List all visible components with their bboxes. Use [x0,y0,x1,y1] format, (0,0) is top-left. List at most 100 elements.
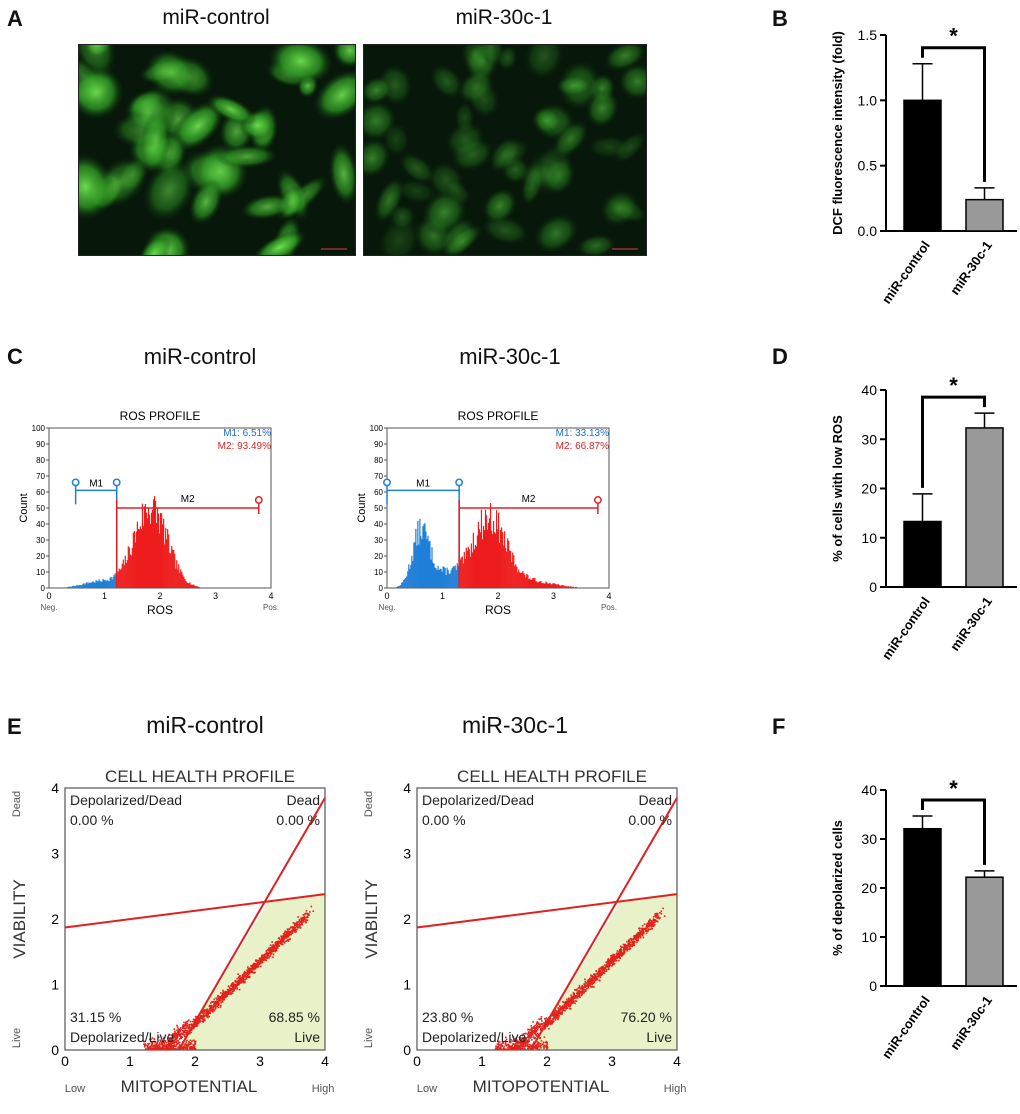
histogram-bin [476,535,479,588]
histogram-bin [195,585,197,588]
cell-event [552,1015,555,1017]
cell-event [509,1041,512,1044]
cell-event [185,1024,187,1027]
cell-event [632,938,634,940]
cell-event [290,933,292,936]
histogram-bin [457,565,459,588]
histogram-plot-title: ROS PROFILE [120,409,201,423]
histogram-bin [166,539,168,588]
cell-blob [555,74,593,97]
cell-event [605,970,608,972]
cell-event [522,1045,524,1047]
cell-event [497,1044,500,1047]
histogram-bin [412,561,414,588]
cell-event [173,1028,176,1030]
histogram-bin [530,580,532,588]
bar-chart-low-ros: % of cells with low ROS010203040miR-cont… [830,373,1017,662]
cell-event [530,1025,532,1027]
y-tick-label: 4 [403,780,411,796]
cell-event [175,1043,178,1046]
cell-event [213,1001,216,1003]
cell-event [174,1041,177,1043]
cell-event [282,935,284,937]
quadrant-tl-value: 0.00 % [422,812,466,828]
quadrant-bl-name: Depolarized/Live [422,1029,526,1045]
histogram-bin [88,582,90,588]
cell-event [629,938,632,940]
cell-event [241,976,244,978]
histogram-bin [454,565,456,588]
histogram-bin [71,586,73,588]
histogram-bin [519,572,521,588]
cell-event [642,929,644,931]
cell-event [499,1048,501,1051]
histogram-bin [401,582,403,588]
histogram-bin [164,544,166,588]
cell-event [559,1007,562,1009]
cell-event [546,1025,548,1027]
cell-event [575,995,578,997]
y-tick-label: 50 [36,504,45,513]
cell-event [234,986,237,988]
cell-event [583,983,586,985]
cell-event [189,1042,191,1044]
cell-event [190,1047,193,1049]
cell-event [534,1046,537,1049]
cell-event [200,1015,202,1018]
cell-event [588,982,590,985]
cell-event [300,917,302,919]
cell-event [218,997,221,1000]
cell-event [528,1032,530,1034]
cell-event [276,945,279,947]
cell-event [614,959,617,961]
cell-event [597,975,599,977]
cell-event [534,1032,536,1035]
histogram-bin [188,583,190,588]
m1-percentage: M1: 6.51% [223,428,271,439]
cell-event [600,973,603,975]
cell-event [529,1045,532,1047]
x-tick-label: miR-control [879,238,933,306]
cell-event [497,1046,499,1048]
cell-event [579,990,582,993]
cell-event [155,1048,158,1051]
y-tick-label: 2 [403,911,411,927]
cell-event [248,976,251,979]
cell-event [240,980,243,983]
cell-event [546,1047,548,1049]
cell-event [290,926,292,929]
cell-event [511,1048,513,1051]
y-tick-label: 100 [370,424,384,433]
cell-event [221,992,224,995]
cell-event [269,947,272,949]
cell-event [189,1023,191,1026]
cell-event [208,1008,211,1011]
cell-event [189,1043,191,1045]
histogram-bin [511,561,513,588]
cell-event [160,1048,163,1051]
cell-event [611,954,613,957]
cell-event [288,938,291,941]
cell-event [566,1005,568,1008]
histogram-bin [105,581,107,588]
histogram-bin [173,550,175,588]
cell-event [580,994,583,997]
cell-event [546,1042,548,1044]
cell-event [591,978,593,980]
cell-event [568,1007,571,1010]
histogram-bin [564,586,566,588]
cell-event [578,991,580,993]
cell-event [174,1034,176,1036]
cell-event [233,989,235,992]
cell-event [501,1048,503,1051]
histogram-bin [99,580,101,588]
cell-event [597,971,600,974]
cell-event [157,1036,160,1038]
histogram-bin [72,586,74,588]
cell-event [265,959,268,961]
cell-event [513,1039,516,1041]
cell-event [171,1040,173,1043]
cell-event [272,953,275,956]
cell-event [228,990,230,992]
cell-event [523,1037,526,1040]
